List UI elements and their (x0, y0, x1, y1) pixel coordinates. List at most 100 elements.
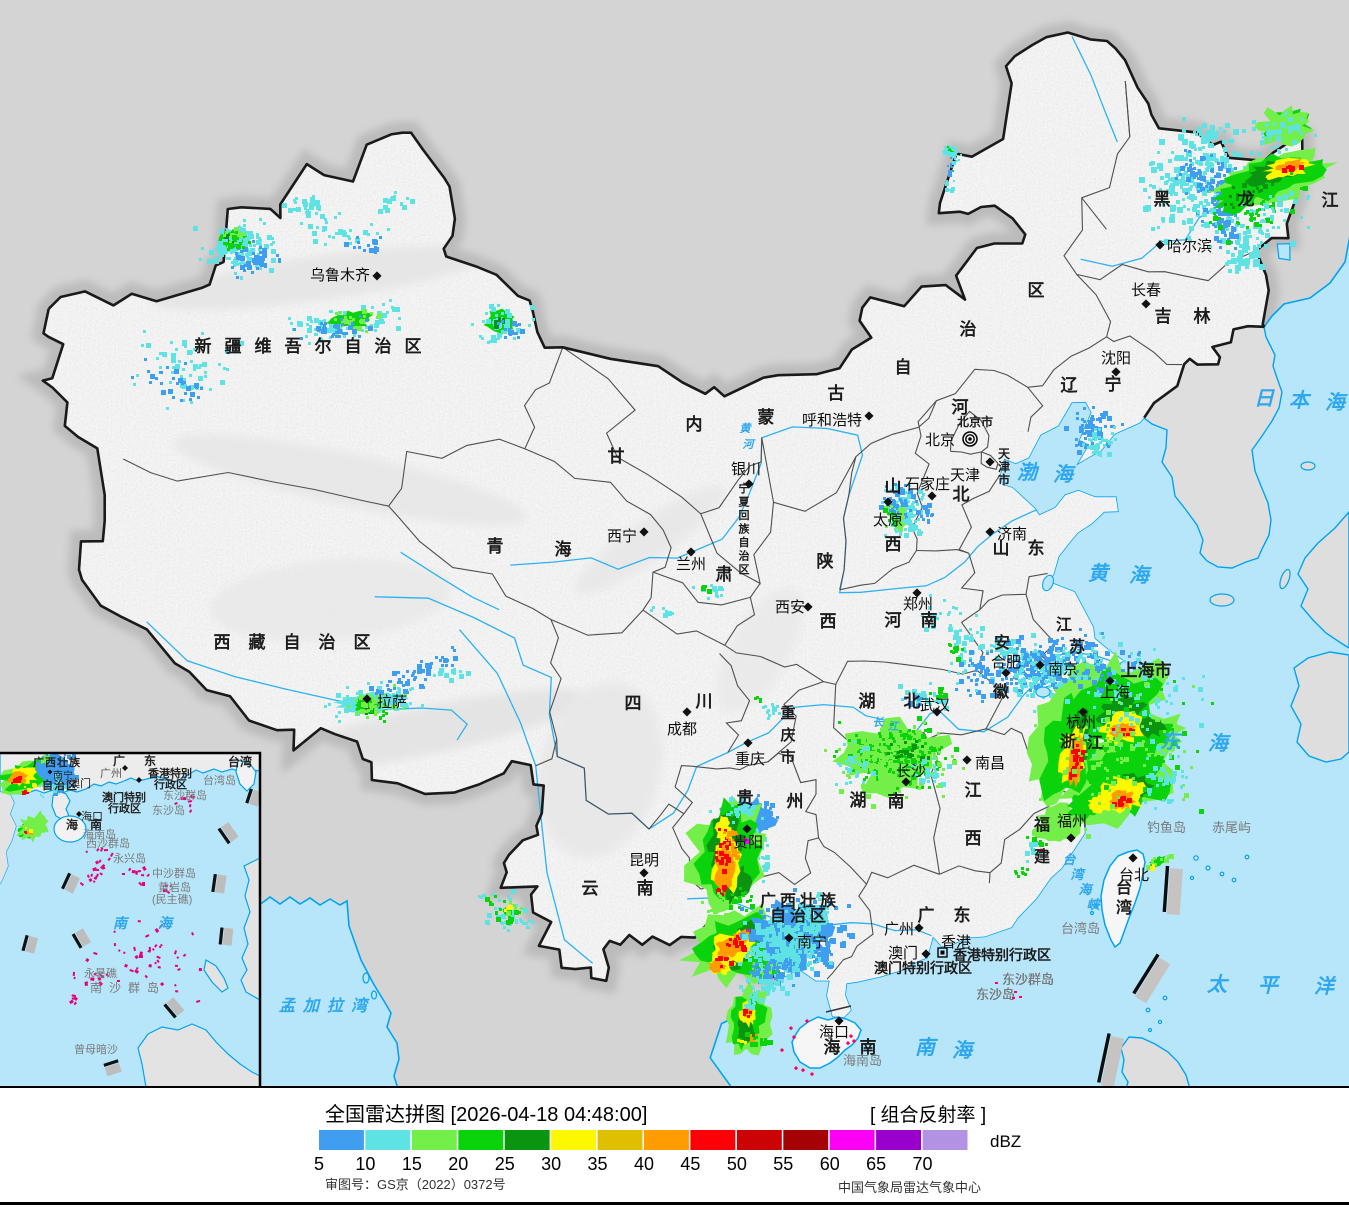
svg-text:东沙岛: 东沙岛 (976, 987, 1015, 1002)
svg-text:天: 天 (998, 447, 1011, 461)
svg-text:西宁: 西宁 (607, 528, 637, 545)
svg-text:澳门: 澳门 (888, 945, 918, 962)
svg-text:甘: 甘 (608, 446, 625, 466)
svg-text:湾: 湾 (1116, 898, 1132, 917)
svg-text:中沙群岛: 中沙群岛 (152, 866, 196, 880)
svg-text:[ 组合反射率 ]: [ 组合反射率 ] (870, 1104, 986, 1126)
svg-text:宁: 宁 (739, 481, 750, 495)
svg-text:龙: 龙 (1237, 189, 1255, 209)
svg-text:香港特别行政区: 香港特别行政区 (952, 947, 1051, 963)
svg-text:辽: 辽 (1061, 376, 1079, 395)
svg-text:广: 广 (918, 905, 935, 925)
svg-text:东沙岛: 东沙岛 (976, 987, 1015, 1002)
svg-text:江: 江 (888, 720, 901, 733)
svg-text:广: 广 (113, 753, 125, 768)
svg-text:东沙岛: 东沙岛 (976, 987, 1015, 1002)
svg-text:海: 海 (1053, 463, 1076, 486)
svg-text:广西壮族: 广西壮族 (33, 755, 81, 769)
svg-text:石家庄: 石家庄 (905, 475, 950, 493)
svg-text:海: 海 (555, 539, 572, 559)
svg-text:太原: 太原 (873, 512, 903, 529)
svg-text:市: 市 (780, 748, 795, 766)
svg-text:行政区: 行政区 (153, 777, 187, 791)
svg-text:河: 河 (743, 438, 757, 451)
svg-text:西: 西 (965, 829, 982, 848)
svg-text:川: 川 (695, 692, 713, 711)
svg-text:湖: 湖 (859, 692, 876, 711)
svg-text:江: 江 (1087, 734, 1103, 752)
svg-text:江: 江 (1056, 616, 1072, 634)
svg-text:海: 海 (1325, 391, 1348, 414)
svg-text:湾: 湾 (1070, 867, 1086, 882)
svg-text:海: 海 (1129, 564, 1152, 587)
svg-text:沈阳: 沈阳 (1101, 350, 1131, 367)
svg-text:70: 70 (913, 1154, 933, 1174)
svg-text:东沙岛: 东沙岛 (976, 987, 1015, 1002)
svg-text:南: 南 (860, 1037, 877, 1057)
svg-text:黑: 黑 (1154, 190, 1171, 209)
svg-text:回: 回 (739, 508, 750, 522)
svg-text:北: 北 (953, 485, 970, 504)
svg-text:孟: 孟 (279, 997, 297, 1015)
svg-text:加: 加 (302, 997, 321, 1015)
svg-text:自: 自 (345, 336, 362, 356)
svg-text:治: 治 (319, 632, 336, 652)
svg-text:南宁: 南宁 (797, 934, 827, 951)
svg-text:20: 20 (448, 1154, 468, 1174)
svg-text:吉: 吉 (1155, 307, 1172, 326)
svg-text:东沙群岛: 东沙群岛 (163, 788, 207, 802)
svg-text:自: 自 (284, 632, 301, 652)
svg-text:湾: 湾 (351, 997, 370, 1015)
svg-text:自治区: 自治区 (770, 906, 830, 925)
svg-text:台北: 台北 (1119, 867, 1149, 884)
svg-text:区: 区 (1028, 281, 1045, 300)
svg-text:50: 50 (727, 1154, 747, 1174)
svg-text:南昌: 南昌 (975, 755, 1005, 772)
svg-text:东: 东 (144, 753, 156, 768)
svg-text:南: 南 (915, 1036, 938, 1059)
svg-text:东沙群岛: 东沙群岛 (1002, 972, 1054, 987)
svg-text:新: 新 (195, 336, 212, 356)
svg-text:东沙群岛: 东沙群岛 (1002, 972, 1054, 987)
svg-text:拉: 拉 (327, 997, 346, 1015)
svg-text:古: 古 (828, 383, 845, 403)
svg-text:海口: 海口 (819, 1024, 849, 1041)
svg-text:南: 南 (113, 915, 130, 931)
svg-text:澳门: 澳门 (69, 776, 91, 790)
svg-text:南沙群岛: 南沙群岛 (90, 980, 166, 995)
svg-text:郑州: 郑州 (903, 596, 933, 613)
svg-text:澳门特别: 澳门特别 (102, 790, 146, 804)
svg-text:海: 海 (66, 817, 78, 832)
svg-text:永兴岛: 永兴岛 (113, 851, 146, 865)
svg-text:浙: 浙 (1060, 732, 1076, 751)
svg-text:西: 西 (214, 633, 231, 652)
svg-text:45: 45 (680, 1154, 700, 1174)
svg-text:青: 青 (487, 536, 504, 556)
svg-text:东沙群岛: 东沙群岛 (1002, 972, 1054, 987)
svg-text:昆明: 昆明 (629, 852, 659, 869)
svg-text:峡: 峡 (1086, 897, 1101, 912)
svg-text:自: 自 (739, 535, 750, 549)
svg-text:疆: 疆 (225, 337, 242, 356)
svg-text:陕: 陕 (817, 551, 834, 571)
svg-text:建: 建 (1034, 848, 1050, 866)
svg-text:澳门特别行政区: 澳门特别行政区 (874, 960, 972, 976)
svg-text:治: 治 (375, 336, 392, 356)
svg-text:东沙群岛: 东沙群岛 (1002, 972, 1054, 987)
svg-text:山: 山 (993, 539, 1010, 558)
svg-text:维: 维 (255, 336, 272, 356)
svg-text:吾: 吾 (285, 337, 302, 356)
svg-text:35: 35 (588, 1154, 608, 1174)
svg-text:南: 南 (637, 878, 654, 898)
svg-text:肃: 肃 (716, 565, 733, 584)
svg-text:东沙岛: 东沙岛 (976, 987, 1015, 1002)
svg-text:长: 长 (873, 716, 885, 729)
svg-text:江: 江 (1322, 191, 1339, 210)
svg-text:海: 海 (1078, 882, 1093, 897)
svg-text:黄: 黄 (740, 422, 753, 435)
svg-text:尔: 尔 (315, 336, 332, 356)
svg-text:审图号：GS京（2022）0372号: 审图号：GS京（2022）0372号 (325, 1177, 506, 1192)
svg-text:南: 南 (921, 610, 938, 630)
svg-text:海南岛: 海南岛 (83, 827, 116, 841)
svg-text:东沙岛: 东沙岛 (976, 987, 1015, 1002)
